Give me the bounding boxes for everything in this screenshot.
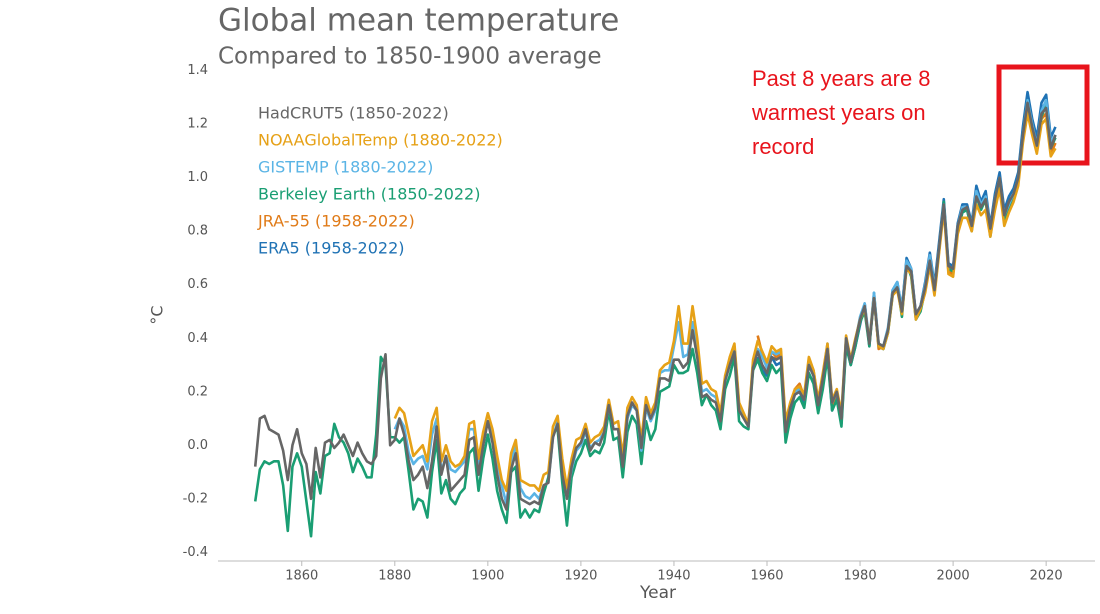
y-tick-label: 1.4 (187, 63, 208, 78)
series-line (253, 101, 1057, 511)
x-tick-label: 2000 (937, 569, 970, 584)
y-tick-label: 0.4 (187, 331, 208, 346)
chart-subtitle: Compared to 1850-1900 average (218, 44, 601, 70)
x-tick-label: 2020 (1030, 569, 1063, 584)
legend-entry: JRA-55 (1958-2022) (257, 212, 415, 231)
y-tick-label: 0.0 (187, 438, 208, 453)
x-tick-label: 1880 (378, 569, 411, 584)
y-axis-label: °C (148, 305, 167, 324)
x-tick-label: 1860 (285, 569, 318, 584)
y-tick-label: 0.8 (187, 224, 208, 239)
x-tick-label: 1920 (564, 569, 597, 584)
chart-title: Global mean temperature (218, 3, 619, 39)
annotation: Past 8 years are 8 (752, 66, 931, 91)
y-tick-label: 0.2 (187, 384, 208, 399)
annotation: warmest years on (751, 100, 926, 125)
y-tick-label: -0.4 (183, 545, 208, 560)
y-tick-label: 1.2 (187, 117, 208, 132)
x-tick-label: 1980 (844, 569, 877, 584)
y-tick-label: 1.0 (187, 170, 208, 185)
highlight-box (996, 64, 1090, 166)
x-tick-label: 1960 (750, 569, 783, 584)
annotation: record (752, 134, 814, 159)
series-line (393, 112, 1057, 493)
legend-entry: ERA5 (1958-2022) (258, 239, 404, 258)
x-axis-label: Year (639, 583, 676, 603)
legend-entry: Berkeley Earth (1850-2022) (258, 185, 480, 204)
legend-entry: NOAAGlobalTemp (1880-2022) (258, 131, 503, 150)
y-tick-label: -0.2 (183, 491, 208, 506)
y-tick-label: 0.6 (187, 277, 208, 292)
legend-entry: HadCRUT5 (1850-2022) (258, 104, 449, 123)
x-tick-label: 1900 (471, 569, 504, 584)
legend-entry: GISTEMP (1880-2022) (258, 158, 433, 177)
x-tick-label: 1940 (657, 569, 690, 584)
